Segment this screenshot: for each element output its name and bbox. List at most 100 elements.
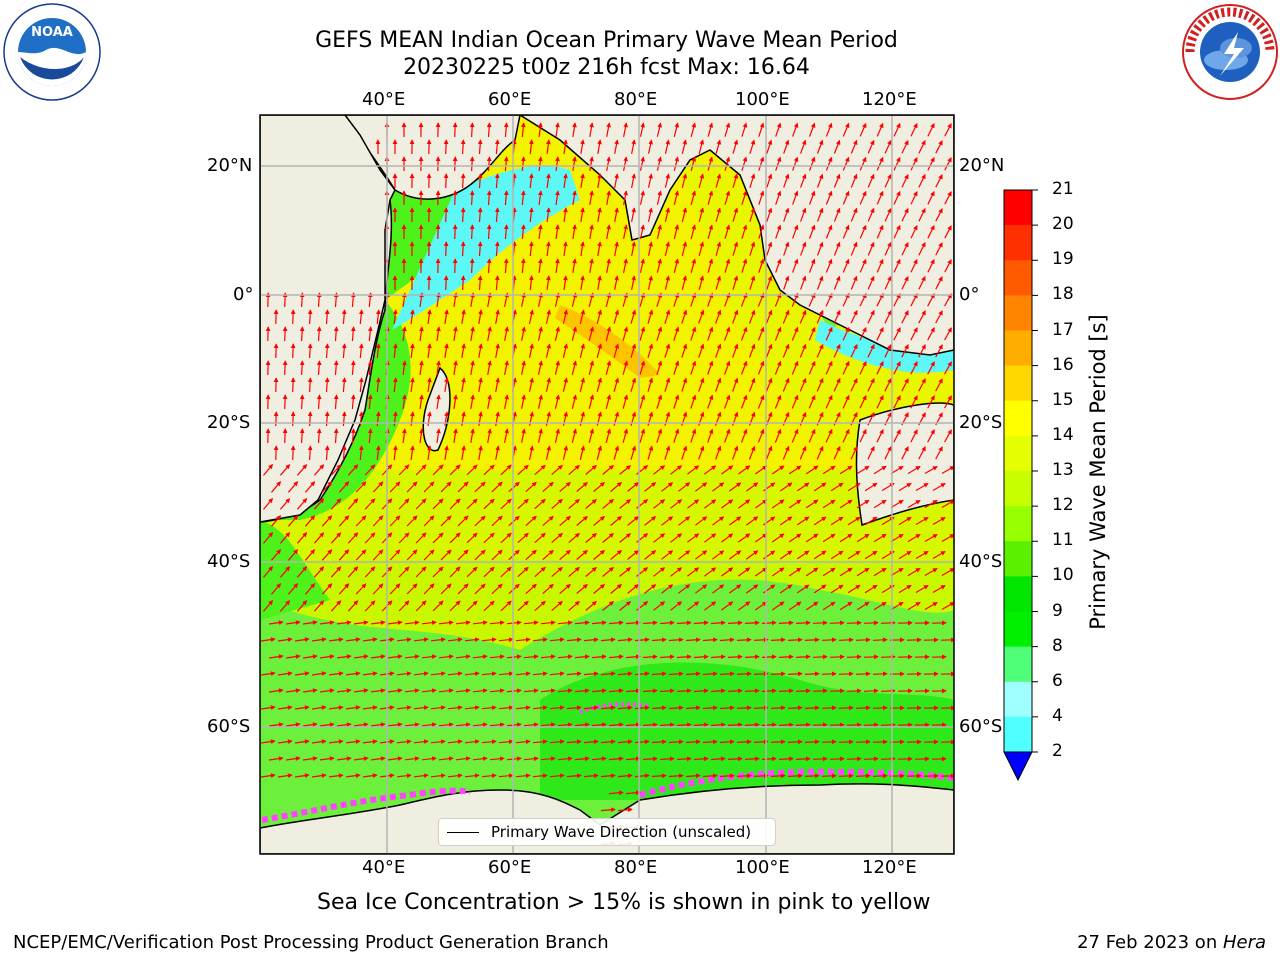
wave-direction-arrow [478,377,483,393]
wave-direction-arrow [537,360,543,375]
wave-direction-arrow [724,326,731,341]
wave-direction-arrow [918,207,926,222]
wave-direction-arrow [486,190,492,206]
wave-direction-arrow [715,445,722,460]
wave-direction-arrow [670,533,683,543]
wave-direction-arrow [779,516,793,526]
wave-direction-arrow [846,688,862,694]
wave-direction-arrow [754,533,768,543]
wave-direction-arrow [799,343,807,358]
wave-direction-arrow [918,241,926,256]
sea-ice-patch [579,702,651,714]
wave-direction-arrow [296,498,308,510]
wave-direction-arrow [415,532,427,544]
wave-direction-arrow [453,428,458,443]
wave-direction-arrow [910,395,918,409]
wave-direction-arrow [639,190,645,205]
wave-direction-arrow [775,224,782,239]
wave-direction-arrow [460,241,466,257]
wave-direction-arrow [538,258,543,273]
wave-direction-arrow [461,445,466,461]
wave-direction-arrow [614,207,619,223]
wave-direction-arrow [765,377,773,392]
wave-direction-arrow [927,361,935,375]
wave-direction-arrow [664,139,671,154]
wave-direction-arrow [504,360,509,376]
wave-direction-arrow [333,326,339,342]
wave-direction-arrow [290,411,296,427]
wave-direction-arrow [588,394,595,409]
wave-direction-arrow [695,482,708,492]
wave-direction-arrow [313,464,325,476]
wave-direction-arrow [867,445,875,460]
wave-direction-arrow [457,515,469,527]
wave-direction-arrow [324,377,330,393]
wave-direction-arrow [918,378,926,392]
wave-direction-arrow [901,275,909,290]
wave-direction-arrow [653,533,666,543]
lat-label-left-20s: 20°S [207,412,251,433]
ocean-band-deepgreen [540,662,954,800]
wave-direction-arrow [364,498,376,510]
wave-direction-arrow [787,637,803,643]
wave-direction-arrow [690,224,697,239]
wave-direction-arrow [477,173,483,189]
wave-direction-arrow [678,516,691,526]
wave-direction-arrow [795,688,811,694]
wave-direction-arrow [296,532,308,544]
wave-direction-arrow [299,394,305,410]
wave-direction-arrow [606,156,611,172]
wave-direction-arrow [863,756,879,762]
wave-direction-arrow [321,549,333,561]
wave-direction-arrow [941,499,954,509]
wave-direction-arrow [842,394,850,409]
wave-direction-arrow [563,241,568,256]
wave-direction-arrow [432,532,444,544]
wave-direction-arrow [907,499,921,509]
wave-direction-arrow [623,224,628,240]
wave-direction-arrow [503,156,509,172]
wave-direction-arrow [545,377,552,392]
wave-direction-arrow [622,428,629,443]
wave-direction-arrow [639,428,646,443]
wave-direction-arrow [402,394,407,409]
wave-direction-arrow [935,310,943,324]
wave-direction-arrow [782,309,790,324]
wave-direction-arrow [653,499,666,509]
wave-direction-arrow [850,241,858,256]
wave-direction-arrow [307,309,313,325]
wave-direction-arrow [333,428,339,444]
wave-direction-arrow [829,688,845,694]
wave-direction-arrow [822,465,836,475]
wave-direction-arrow [673,156,680,171]
chart-title-line1: GEFS MEAN Indian Ocean Primary Wave Mean… [315,28,898,53]
wave-direction-arrow [520,190,526,206]
wave-direction-arrow [808,122,816,137]
wave-direction-arrow [910,190,918,205]
wave-direction-arrow [538,122,543,137]
wave-direction-arrow [528,445,534,460]
lon-label-bottom-60: 60°E [488,857,532,878]
wave-direction-arrow [758,122,765,137]
wave-direction-arrow [537,326,543,341]
wave-direction-arrow [372,549,384,561]
wave-direction-arrow [585,464,597,475]
wave-direction-arrow [494,275,500,291]
wave-direction-arrow [271,481,282,493]
wave-direction-arrow [758,224,765,239]
wave-direction-arrow [855,671,871,677]
wave-direction-arrow [893,327,901,341]
wave-direction-arrow [427,377,432,392]
wave-direction-arrow [842,258,850,273]
wave-direction-arrow [724,156,731,171]
wave-direction-arrow [571,428,578,443]
wave-direction-arrow [282,428,288,444]
wave-direction-arrow [673,258,680,273]
wave-direction-arrow [415,498,427,510]
wave-direction-arrow [744,756,760,762]
wave-direction-arrow [521,326,526,341]
wave-direction-arrow [782,343,790,358]
wave-direction-arrow [367,394,373,410]
wave-direction-arrow [656,326,663,341]
